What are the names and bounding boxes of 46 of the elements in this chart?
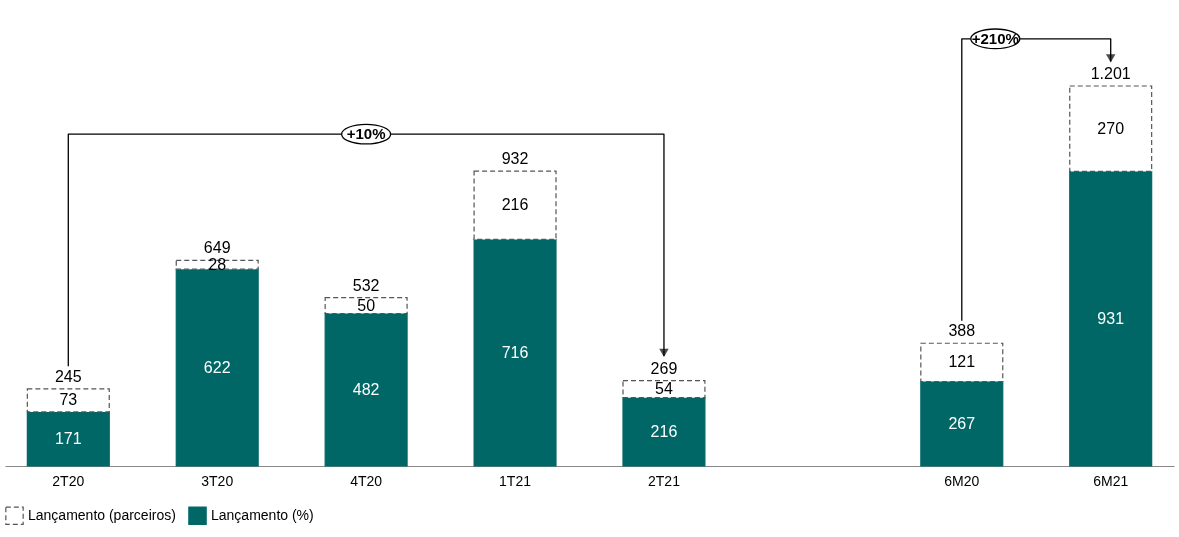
bar	[26, 388, 110, 413]
data-label: 73	[59, 391, 78, 409]
data-label: 171	[54, 429, 82, 447]
bar	[1069, 170, 1153, 467]
data-label: 931	[1097, 309, 1125, 327]
data-label: 482	[352, 380, 380, 398]
x-tick-label: 1T21	[499, 472, 532, 489]
data-label: 216	[501, 196, 529, 214]
bar	[175, 268, 259, 467]
bar	[324, 297, 408, 315]
data-label: 267	[948, 414, 976, 432]
x-tick-label: 4T20	[350, 472, 383, 489]
x-tick-label: 6M20	[944, 472, 980, 489]
legend-label: Lançamento (%)	[211, 506, 314, 523]
data-label: 622	[203, 358, 231, 376]
bar	[324, 312, 408, 467]
x-tick-label: 3T20	[201, 472, 234, 489]
x-tick-label: 2T21	[648, 472, 681, 489]
total-label: 269	[650, 359, 678, 377]
data-label: 28	[208, 255, 227, 273]
data-label: 216	[650, 422, 678, 440]
x-tick-label: 2T20	[52, 472, 85, 489]
bar	[920, 342, 1004, 383]
total-label: 532	[352, 276, 380, 294]
data-label: 50	[357, 296, 376, 314]
bar	[622, 397, 706, 467]
total-label: 245	[54, 367, 82, 385]
bar	[473, 170, 557, 241]
data-label: 121	[948, 353, 976, 371]
bar	[26, 411, 110, 467]
bar	[1069, 85, 1153, 173]
bar	[175, 259, 259, 270]
total-label: 388	[948, 322, 976, 340]
x-tick-label: 6M21	[1093, 472, 1129, 489]
text: +210%	[971, 29, 1019, 47]
data-label: 54	[655, 380, 673, 398]
total-label: 932	[501, 150, 529, 168]
total-label: 1.201	[1090, 65, 1131, 82]
annotation: +10%	[346, 125, 386, 143]
data-label: 716	[501, 343, 529, 361]
bar	[920, 380, 1004, 467]
bar	[622, 379, 706, 399]
bar	[473, 238, 557, 467]
data-label: 270	[1097, 119, 1125, 137]
total-label: 649	[203, 239, 231, 257]
legend-label: Lançamento (parceiros)	[28, 506, 176, 523]
